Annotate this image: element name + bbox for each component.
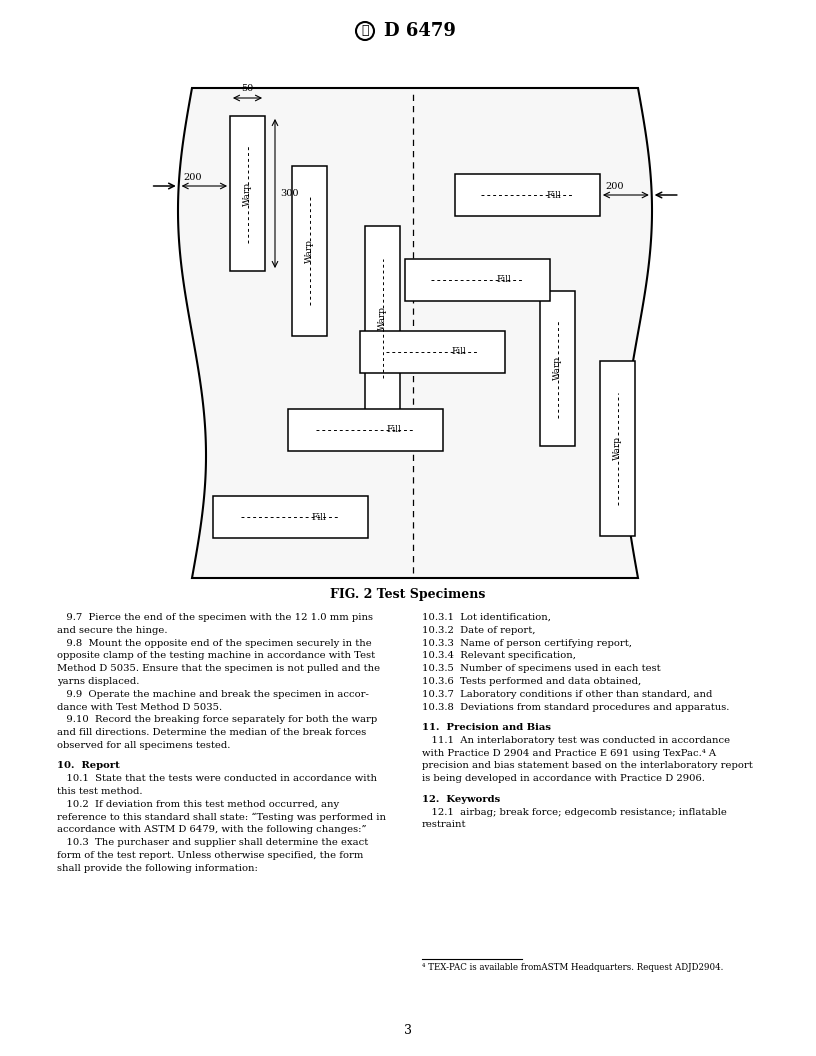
Text: Fill: Fill	[311, 512, 326, 522]
Text: 10.3.8  Deviations from standard procedures and apparatus.: 10.3.8 Deviations from standard procedur…	[422, 702, 730, 712]
Text: Method D 5035. Ensure that the specimen is not pulled and the: Method D 5035. Ensure that the specimen …	[57, 664, 380, 674]
Text: FIG. 2 Test Specimens: FIG. 2 Test Specimens	[330, 588, 486, 601]
Text: accordance with ASTM D 6479, with the following changes:”: accordance with ASTM D 6479, with the fo…	[57, 826, 366, 834]
Text: 10.3  The purchaser and supplier shall determine the exact: 10.3 The purchaser and supplier shall de…	[57, 838, 368, 847]
Text: and secure the hinge.: and secure the hinge.	[57, 626, 167, 635]
Text: 9.10  Record the breaking force separately for both the warp: 9.10 Record the breaking force separatel…	[57, 715, 377, 724]
Text: 11.  Precision and Bias: 11. Precision and Bias	[422, 723, 551, 732]
Text: Fill: Fill	[546, 190, 561, 200]
Text: 12.  Keywords: 12. Keywords	[422, 795, 500, 804]
Bar	[600, 361, 635, 536]
Text: 200: 200	[605, 182, 623, 191]
Text: 11.1  An interlaboratory test was conducted in accordance: 11.1 An interlaboratory test was conduct…	[422, 736, 730, 744]
Text: dance with Test Method D 5035.: dance with Test Method D 5035.	[57, 702, 222, 712]
Bar	[288, 409, 443, 451]
Text: 10.1  State that the tests were conducted in accordance with: 10.1 State that the tests were conducted…	[57, 774, 377, 784]
Text: observed for all specimens tested.: observed for all specimens tested.	[57, 741, 230, 750]
Text: Warp: Warp	[378, 306, 387, 331]
Text: Fill: Fill	[451, 347, 466, 357]
Text: 300: 300	[280, 189, 299, 199]
Text: Fill: Fill	[496, 276, 511, 284]
Polygon shape	[178, 88, 652, 578]
Bar	[213, 496, 368, 538]
Text: Warp: Warp	[613, 436, 622, 460]
Text: 50: 50	[242, 84, 254, 93]
Text: form of the test report. Unless otherwise specified, the form: form of the test report. Unless otherwis…	[57, 851, 363, 860]
Text: 10.  Report: 10. Report	[57, 761, 120, 771]
Text: D 6479: D 6479	[384, 22, 456, 40]
Bar	[292, 166, 327, 336]
Text: 9.8  Mount the opposite end of the specimen securely in the: 9.8 Mount the opposite end of the specim…	[57, 639, 372, 647]
Text: 9.9  Operate the machine and break the specimen in accor-: 9.9 Operate the machine and break the sp…	[57, 690, 369, 699]
Text: Warp: Warp	[243, 182, 252, 206]
Text: 10.3.4  Relevant specification,: 10.3.4 Relevant specification,	[422, 652, 576, 660]
Bar	[230, 116, 265, 271]
Text: ⁴ TEX-PAC is available fromASTM Headquarters. Request ADJD2904.: ⁴ TEX-PAC is available fromASTM Headquar…	[422, 963, 723, 972]
Text: restraint: restraint	[422, 821, 467, 829]
Text: with Practice D 2904 and Practice E 691 using TexPac.⁴ A: with Practice D 2904 and Practice E 691 …	[422, 749, 716, 758]
Text: Warp: Warp	[305, 239, 314, 263]
Text: 10.3.1  Lot identification,: 10.3.1 Lot identification,	[422, 612, 551, 622]
Text: yarns displaced.: yarns displaced.	[57, 677, 140, 686]
Text: 10.3.3  Name of person certifying report,: 10.3.3 Name of person certifying report,	[422, 639, 632, 647]
Text: Fill: Fill	[386, 426, 401, 434]
Text: and fill directions. Determine the median of the break forces: and fill directions. Determine the media…	[57, 729, 366, 737]
Text: 10.3.6  Tests performed and data obtained,: 10.3.6 Tests performed and data obtained…	[422, 677, 641, 686]
Text: 200: 200	[184, 173, 202, 182]
Text: 10.3.5  Number of specimens used in each test: 10.3.5 Number of specimens used in each …	[422, 664, 661, 674]
Text: shall provide the following information:: shall provide the following information:	[57, 864, 258, 873]
Text: 10.3.2  Date of report,: 10.3.2 Date of report,	[422, 626, 535, 635]
Text: this test method.: this test method.	[57, 787, 143, 796]
Text: 9.7  Pierce the end of the specimen with the 12 1.0 mm pins: 9.7 Pierce the end of the specimen with …	[57, 612, 373, 622]
Text: 10.3.7  Laboratory conditions if other than standard, and: 10.3.7 Laboratory conditions if other th…	[422, 690, 712, 699]
Bar	[455, 174, 600, 216]
Text: opposite clamp of the testing machine in accordance with Test: opposite clamp of the testing machine in…	[57, 652, 375, 660]
Text: is being developed in accordance with Practice D 2906.: is being developed in accordance with Pr…	[422, 774, 705, 784]
Text: 3: 3	[404, 1024, 412, 1037]
Bar	[405, 259, 550, 301]
Text: Warp: Warp	[553, 357, 562, 380]
Text: precision and bias statement based on the interlaboratory report: precision and bias statement based on th…	[422, 761, 752, 771]
Text: 12.1  airbag; break force; edgecomb resistance; inflatable: 12.1 airbag; break force; edgecomb resis…	[422, 808, 727, 816]
Text: reference to this standard shall state: “Testing was performed in: reference to this standard shall state: …	[57, 813, 386, 822]
Text: 10.2  If deviation from this test method occurred, any: 10.2 If deviation from this test method …	[57, 799, 339, 809]
Bar	[365, 226, 400, 411]
Bar	[360, 331, 505, 373]
Bar	[540, 291, 575, 446]
Text: Ⓜ: Ⓜ	[361, 24, 369, 38]
